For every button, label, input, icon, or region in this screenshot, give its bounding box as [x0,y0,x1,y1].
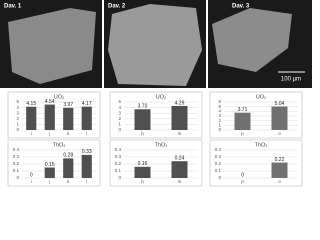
x-tick-label: l [86,131,87,136]
x-tick-label: l [86,179,87,184]
bar [44,167,55,178]
value-label: 3.71 [238,107,248,113]
y-tick-label: 0.1 [13,168,20,173]
value-label: 0.16 [138,161,148,167]
y-tick-label: 0 [16,127,19,132]
bar [271,106,288,130]
x-tick-label: m [178,179,182,184]
bar [234,112,251,130]
x-tick-label: h [141,131,144,136]
y-tick-label: 0.2 [115,161,122,166]
bar [63,107,74,130]
y-tick-label: 1 [118,122,121,127]
bar [171,105,188,130]
crystal [212,8,292,72]
y-tick-label: 4 [218,109,221,114]
y-tick-label: 4 [118,105,121,110]
y-tick-label: 4 [16,105,19,110]
chart-title: ThO₂ [155,142,168,148]
y-tick-label: 0.2 [13,161,20,166]
y-tick-label: 5 [118,99,121,104]
y-tick-label: 0.3 [215,154,222,159]
value-label: 5.04 [275,101,285,107]
y-tick-label: 1 [16,122,19,127]
chart-title: UO₂ [256,94,266,100]
x-tick-label: i [31,131,32,136]
y-tick-label: 6 [218,99,221,104]
y-tick-label: 0 [218,127,221,132]
value-label: 0.33 [82,149,92,155]
x-tick-label: j [48,131,50,136]
x-tick-label: o [278,131,281,136]
y-tick-label: 0.2 [215,161,222,166]
image-label: Dav. 1 [4,4,22,10]
y-tick-label: 0.4 [13,147,20,152]
x-tick-label: p [241,131,244,136]
chart-title: ThO₂ [53,142,66,148]
bar [134,166,151,178]
value-label: 4.15 [26,101,36,107]
y-tick-label: 0.1 [115,168,122,173]
y-tick-label: 3 [16,110,19,115]
value-label: 0.24 [175,156,185,162]
x-tick-label: j [48,179,50,184]
value-label: 0.22 [275,157,285,163]
value-label: 4.17 [82,101,92,107]
crystal [8,8,96,84]
y-tick-label: 0 [118,175,121,180]
x-tick-label: o [278,179,281,184]
x-tick-label: i [31,179,32,184]
bar [44,104,55,130]
bar [171,161,188,178]
chart-title: ThO₂ [255,142,268,148]
y-tick-label: 2 [218,118,221,123]
y-tick-label: 5 [218,104,221,109]
x-tick-label: h [141,179,144,184]
x-tick-label: k [67,131,70,136]
crystal [108,4,202,86]
y-tick-label: 2 [118,116,121,121]
value-label: 0 [241,172,244,178]
x-tick-label: k [67,179,70,184]
y-tick-label: 0.3 [13,154,20,159]
scale-label: 100 µm [281,77,301,83]
x-tick-label: p [241,179,244,184]
sem-images: Dav. 1 Dav. 2 Dav. 3 100 µm [0,0,312,88]
value-label: 0 [30,172,33,178]
y-tick-label: 5 [16,99,19,104]
bar [81,106,92,130]
value-label: 3.97 [63,102,73,108]
chart-title: UO₂ [156,94,166,100]
value-label: 4.29 [175,100,185,106]
y-tick-label: 0 [118,127,121,132]
y-tick-label: 3 [118,110,121,115]
value-label: 3.70 [138,104,148,110]
y-tick-label: 0.4 [115,147,122,152]
y-tick-label: 0.4 [215,147,222,152]
image-label: Dav. 3 [232,4,250,10]
value-label: 0.28 [63,153,73,159]
bar [134,109,151,130]
bar [63,158,74,178]
chart-title: UO₂ [54,94,64,100]
image-label: Dav. 2 [108,4,126,10]
y-tick-label: 0 [218,175,221,180]
y-tick-label: 0.3 [115,154,122,159]
bar [271,162,288,178]
bar [26,106,37,130]
y-tick-label: 0.1 [215,168,222,173]
y-tick-label: 0 [16,175,19,180]
bar [81,154,92,178]
value-label: 0.15 [45,162,55,168]
y-tick-label: 3 [218,113,221,118]
y-tick-label: 2 [16,116,19,121]
value-label: 4.54 [45,99,55,105]
x-tick-label: m [178,131,182,136]
y-tick-label: 1 [218,123,221,128]
